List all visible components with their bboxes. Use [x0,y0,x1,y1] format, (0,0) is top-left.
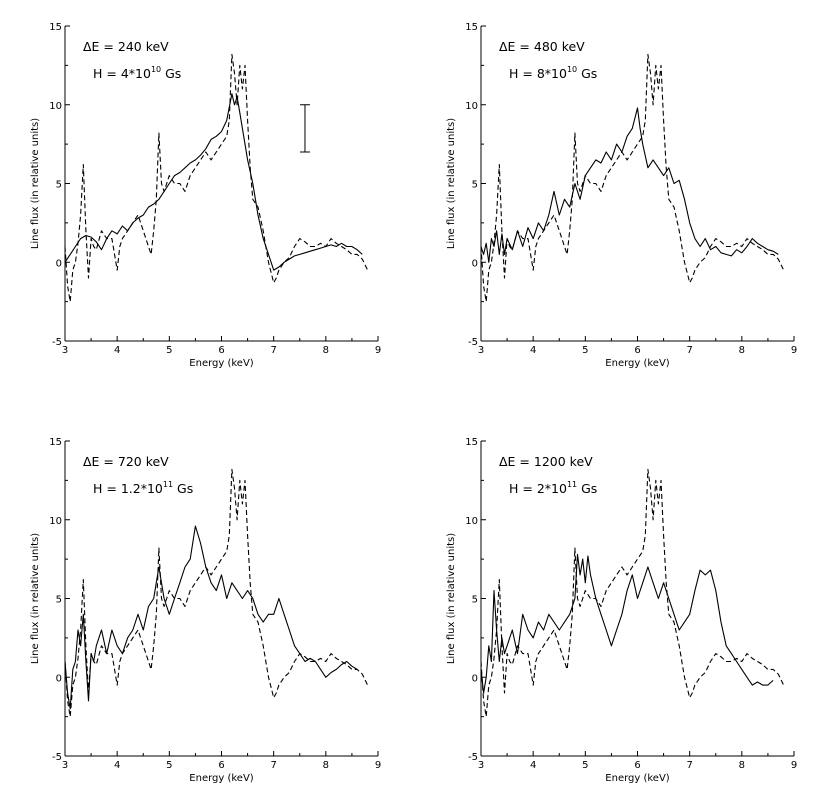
x-tick-label: 6 [218,345,224,356]
y-tick-label: -5 [52,752,62,763]
annotation-field-unit: Gs [173,481,193,496]
annotation-field-base: H = 2*10 [509,481,567,496]
series-line-dashed [480,468,785,718]
x-tick-label: 9 [375,345,381,356]
annotation-delta-e: ΔE = 1200 keV [499,454,593,469]
annotation-field: H = 2*1011 Gs [509,480,597,496]
y-tick-label: -5 [468,337,478,348]
x-tick-label: 7 [270,760,276,771]
annotation-field-exponent: 10 [151,65,161,74]
x-tick-label: 7 [686,760,692,771]
annotation-field: H = 1.2*1011 Gs [93,480,193,496]
x-tick-label: 5 [582,760,588,771]
y-tick-label: 10 [465,101,478,112]
annotation-field-unit: Gs [161,66,181,81]
x-axis-label: Energy (keV) [189,358,254,369]
series-line-solid [64,93,363,271]
annotation-delta-e: ΔE = 240 keV [83,39,169,54]
y-tick-label: -5 [52,337,62,348]
x-tick-label: 9 [375,760,381,771]
y-axis-label: Line flux (in relative units) [446,118,457,249]
y-tick-label: 15 [49,437,62,448]
x-tick-label: 5 [166,345,172,356]
x-tick-label: 5 [582,345,588,356]
series-line-solid [480,553,774,694]
series-line-dashed [64,53,369,303]
annotation-field-unit: Gs [577,481,597,496]
x-axis-label: Energy (keV) [605,358,670,369]
error-bar [299,104,310,153]
y-tick-label: 0 [472,258,478,269]
y-tick-label: 0 [56,258,62,269]
chart-panel-1: 3 4 5 6 7 8 9 -5 0 5 10 15 Energy (keV) Line flux (in… [30,22,381,369]
x-tick-label: 8 [323,760,329,771]
y-tick-label: 10 [49,101,62,112]
y-tick-label: 5 [472,180,478,191]
y-tick-label: 10 [465,516,478,527]
x-tick-label: 6 [218,760,224,771]
series-line-solid [64,525,358,710]
x-tick-label: 8 [323,345,329,356]
x-tick-label: 7 [270,345,276,356]
annotation-field-unit: Gs [577,66,597,81]
y-tick-label: 15 [465,22,478,33]
y-axis-label: Line flux (in relative units) [446,533,457,664]
x-tick-label: 8 [739,345,745,356]
y-tick-label: 5 [56,595,62,606]
chart-panel-3: 3 4 5 6 7 8 9 -5 0 5 10 15 Energy (keV) Line flux (in… [30,437,381,784]
x-tick-label: 4 [114,345,120,356]
x-tick-label: 9 [791,345,797,356]
y-tick-label: 5 [472,595,478,606]
chart-panel-4: 3 4 5 6 7 8 9 -5 0 5 10 15 Energy (keV) Line flux (in… [446,437,797,784]
chart-panel-2: 3 4 5 6 7 8 9 -5 0 5 10 15 Energy (keV) Line flux (in… [446,22,797,369]
x-tick-label: 4 [530,760,536,771]
annotation-delta-e: ΔE = 480 keV [499,39,585,54]
x-tick-label: 5 [166,760,172,771]
annotation-field: H = 8*1010 Gs [509,65,597,81]
x-tick-label: 6 [634,760,640,771]
x-axis-label: Energy (keV) [605,773,670,784]
x-tick-label: 3 [62,345,68,356]
annotation-field: H = 4*1010 Gs [93,65,181,81]
y-tick-label: 15 [465,437,478,448]
series-line-dashed [64,468,369,718]
y-tick-label: 10 [49,516,62,527]
annotation-field-exponent: 11 [567,480,577,489]
x-tick-label: 9 [791,760,797,771]
annotation-field-base: H = 8*10 [509,66,567,81]
annotation-field-base: H = 1.2*10 [93,481,163,496]
x-tick-label: 3 [478,760,484,771]
x-tick-label: 7 [686,345,692,356]
x-tick-label: 6 [634,345,640,356]
annotation-field-exponent: 11 [163,480,173,489]
annotation-delta-e: ΔE = 720 keV [83,454,169,469]
x-tick-label: 3 [478,345,484,356]
x-axis-label: Energy (keV) [189,773,254,784]
y-tick-label: 0 [472,673,478,684]
series-line-dashed [480,53,785,303]
x-tick-label: 8 [739,760,745,771]
x-tick-label: 4 [530,345,536,356]
y-axis-label: Line flux (in relative units) [30,533,41,664]
annotation-field-base: H = 4*10 [93,66,151,81]
y-axis-label: Line flux (in relative units) [30,118,41,249]
series-line-solid [480,107,779,263]
y-tick-label: 5 [56,180,62,191]
annotation-field-exponent: 10 [567,65,577,74]
x-tick-label: 3 [62,760,68,771]
y-tick-label: -5 [468,752,478,763]
y-tick-label: 15 [49,22,62,33]
y-tick-label: 0 [56,673,62,684]
x-tick-label: 4 [114,760,120,771]
